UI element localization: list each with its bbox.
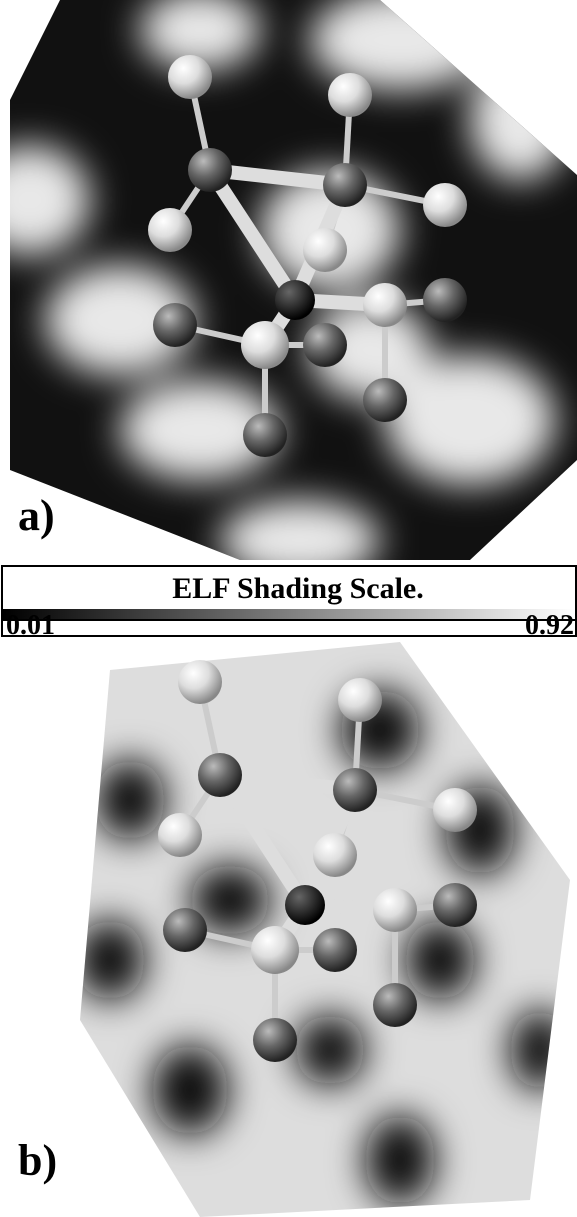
figure: a) ELF Shading Scale. 0.01 0.92 b) [0, 0, 577, 1217]
scale-bar: ELF Shading Scale. 0.01 0.92 [2, 566, 576, 641]
scale-min: 0.01 [6, 610, 55, 641]
panel-b: b) [0, 640, 577, 1217]
scale-max: 0.92 [525, 610, 574, 641]
panel-label: b) [18, 1136, 57, 1185]
scale-title: ELF Shading Scale. [172, 572, 423, 605]
panel-a: a) [0, 0, 577, 580]
panel-label: a) [18, 491, 55, 540]
